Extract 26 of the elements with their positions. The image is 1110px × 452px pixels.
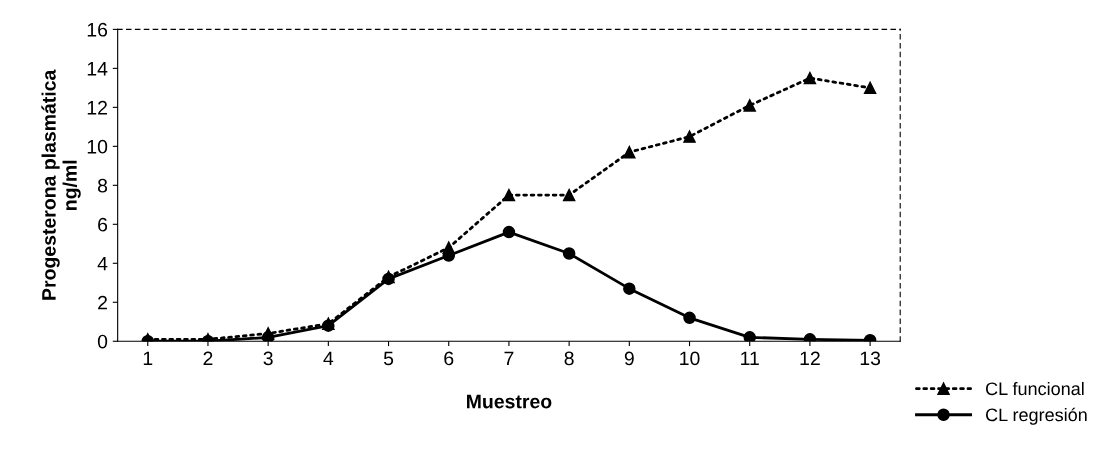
x-tick-label: 3 — [263, 351, 273, 366]
x-tick-label: 4 — [323, 351, 334, 366]
legend-label: CL funcional — [985, 381, 1084, 396]
y-tick-label: 10 — [87, 139, 108, 154]
y-tick-label: 14 — [87, 62, 108, 76]
x-tick-label: 12 — [800, 351, 820, 366]
x-tick-label: 7 — [504, 351, 514, 366]
x-tick-label: 11 — [741, 351, 759, 366]
x-tick-label: 2 — [203, 351, 213, 366]
x-tick-label: 5 — [383, 351, 394, 366]
y-tick-label: 8 — [97, 178, 108, 193]
x-axis-title: Muestreo — [467, 394, 552, 409]
legend-label: CL regresión — [985, 407, 1087, 425]
y-tick-label: 0 — [97, 334, 108, 349]
y-tick-label: 2 — [98, 295, 107, 310]
x-tick-label: 10 — [680, 351, 700, 366]
x-tick-label: 6 — [444, 351, 454, 366]
y-tick-label: 6 — [98, 217, 108, 232]
x-tick-label: 9 — [624, 351, 634, 366]
y-axis-title: Progesterona plasmática ng/ml — [41, 69, 81, 300]
x-tick-label: 8 — [564, 351, 574, 366]
y-tick-label: 12 — [87, 100, 107, 115]
y-tick-label: 4 — [97, 256, 108, 271]
x-tick-label: 1 — [143, 351, 153, 366]
y-tick-label: 16 — [87, 22, 108, 37]
x-tick-label: 13 — [860, 351, 881, 366]
